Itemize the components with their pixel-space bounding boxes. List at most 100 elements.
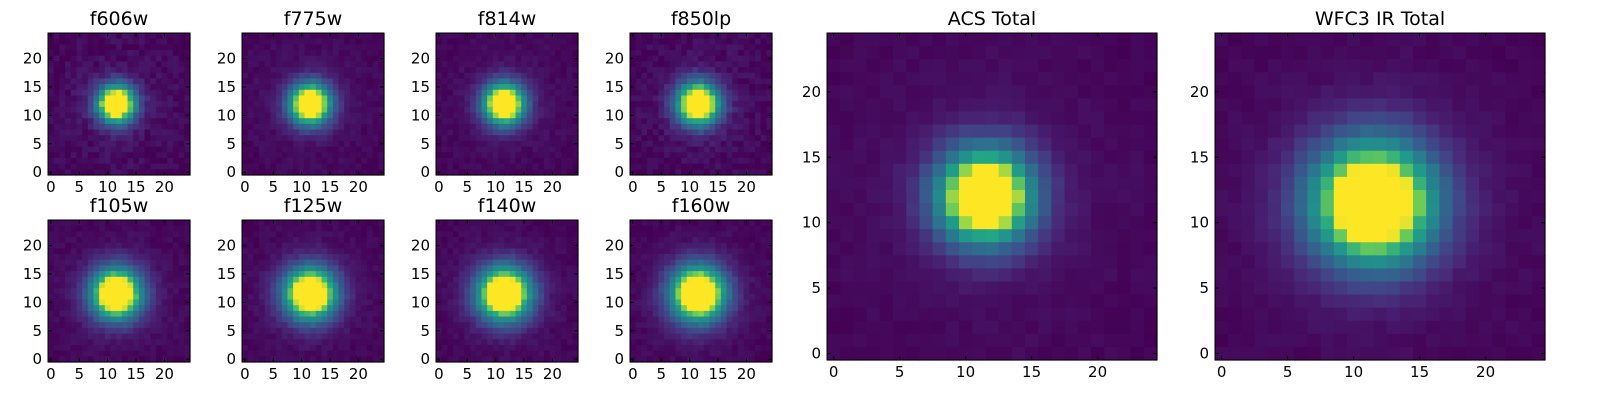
heatmap-cell [167,50,174,57]
heatmap-cell [247,322,254,329]
heatmap-cell [732,50,739,57]
heatmap-cell [349,310,357,318]
heatmap-cell [737,72,745,80]
heatmap-cell [48,225,55,232]
heatmap-cell [498,322,505,329]
heatmap-cell [669,299,677,306]
heatmap-cell [338,350,345,357]
heatmap-cell [76,310,83,318]
heatmap-cell [686,61,694,68]
heatmap-cell [378,259,385,267]
heatmap-cell [161,95,168,102]
heatmap-cell [310,356,317,363]
heatmap-cell [538,163,545,170]
heatmap-cell [167,101,174,108]
heatmap-cell [144,299,151,306]
heatmap-cell [355,129,362,136]
heatmap-cell [709,112,716,119]
heatmap-cell [669,135,677,142]
heatmap-cell [161,237,168,244]
heatmap-cell [715,271,722,278]
heatmap-cell [475,89,483,97]
heatmap-cell [464,310,471,318]
heatmap-cell [464,242,471,249]
heatmap-cell [760,50,767,57]
heatmap-cell [99,231,106,238]
heatmap-cell [99,305,106,312]
heatmap-cell [327,231,334,238]
heatmap-cell [487,112,494,119]
heatmap-cell [167,305,174,312]
heatmap-cell [754,89,762,97]
heatmap-cell [287,299,294,306]
heatmap-cell [464,237,471,244]
heatmap-cell [641,84,648,91]
heatmap-cell [669,146,677,153]
heatmap-cell [321,169,328,176]
heatmap-cell [144,89,151,97]
heatmap-cell [675,152,682,159]
heatmap-cell [366,61,374,68]
heatmap-cell [498,350,505,357]
heatmap-cell [144,157,151,165]
heatmap-cell [492,157,500,165]
heatmap-cell [144,265,151,272]
heatmap-cell [681,78,688,85]
heatmap-cell [315,254,323,261]
heatmap-cell [155,288,163,295]
heatmap-cell [281,101,289,108]
heatmap-cell [276,231,283,238]
heatmap-cell [144,129,151,136]
heatmap-cell [475,254,483,261]
heatmap-cell [532,282,539,289]
heatmap-cell [526,220,534,227]
heatmap-cell [470,106,477,114]
heatmap-cell [65,169,72,176]
heatmap-cell [304,123,311,131]
heatmap-cell [315,248,323,255]
heatmap-cell [515,72,522,80]
heatmap-cell [635,169,642,176]
heatmap-cell [332,163,340,170]
heatmap-cell [276,293,283,301]
heatmap-cell [635,61,642,68]
heatmap-cell [766,67,773,74]
heatmap-cell [652,50,659,57]
heatmap-cell [298,293,306,301]
heatmap-cell [709,220,716,227]
heatmap-cell [715,276,722,284]
heatmap-cell [99,152,106,159]
heatmap-cell [436,248,443,255]
heatmap-cell [242,78,249,85]
heatmap-cell [349,305,357,312]
heatmap-cell [703,152,711,159]
heatmap-cell [327,265,334,272]
heatmap-cell [504,265,511,272]
heatmap-cell [436,310,443,318]
heatmap-cell [652,305,659,312]
heatmap-cell [138,316,146,323]
heatmap-cell [298,44,306,51]
heatmap-cell [760,33,767,40]
heatmap-cell [720,38,728,45]
heatmap-cell [287,140,294,148]
heatmap-cell [87,146,95,153]
heatmap-cell [681,101,688,108]
heatmap-cell [664,254,671,261]
heatmap-cell [709,33,716,40]
heatmap-cell [110,276,117,284]
heatmap-cell [172,248,180,255]
heatmap-cell [458,50,465,57]
heatmap-cell [87,135,95,142]
heatmap-cell [332,248,340,255]
heatmap-cell [304,146,311,153]
heatmap-cell [698,84,705,91]
heatmap-cell [526,265,534,272]
heatmap-cell [515,95,522,102]
heatmap-cell [652,282,659,289]
heatmap-cell [492,163,500,170]
heatmap-cell [681,140,688,148]
heatmap-cell [184,38,191,45]
x-tick-label: 5 [74,365,84,383]
heatmap-cell [70,344,77,352]
